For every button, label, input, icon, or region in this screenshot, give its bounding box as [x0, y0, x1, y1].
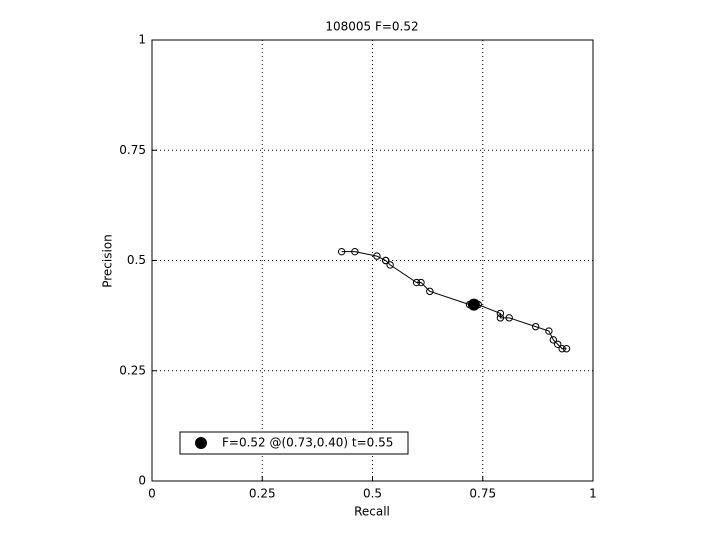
x-tick-label: 0.5: [363, 487, 382, 501]
point: [496, 309, 505, 318]
point: [549, 336, 558, 344]
point: [505, 314, 513, 322]
point: [373, 252, 381, 260]
point: [386, 261, 394, 269]
point: [382, 256, 390, 265]
point: [412, 278, 421, 287]
chart-title: 108005 F=0.52: [325, 20, 418, 34]
point: [496, 314, 505, 322]
legend-marker: [195, 437, 207, 449]
y-tick-label: 0.75: [119, 143, 146, 157]
point: [351, 247, 359, 256]
point: [417, 278, 425, 287]
x-axis-label: Recall: [354, 505, 390, 519]
y-tick-label: 1: [138, 33, 146, 47]
point: [545, 327, 553, 335]
y-axis-label: Precision: [101, 234, 115, 288]
point: [531, 322, 540, 331]
x-tick-label: 1: [589, 487, 597, 501]
plot-frame: [151, 39, 594, 482]
legend-box: [179, 431, 409, 455]
y-tick-label: 0: [138, 474, 146, 488]
x-tick-label: 0: [148, 487, 156, 501]
legend-label: F=0.52 @(0.73,0.40) t=0.55: [222, 436, 393, 450]
point: [554, 340, 562, 348]
y-tick-label: 0.5: [127, 253, 146, 267]
point: [337, 247, 346, 256]
x-tick-label: 0.75: [469, 487, 496, 501]
x-tick-label: 0.25: [249, 487, 276, 501]
point: [558, 345, 566, 353]
y-tick-label: 0.25: [119, 363, 146, 377]
point: [562, 345, 571, 353]
best-point: [467, 298, 480, 311]
point: [426, 287, 434, 296]
